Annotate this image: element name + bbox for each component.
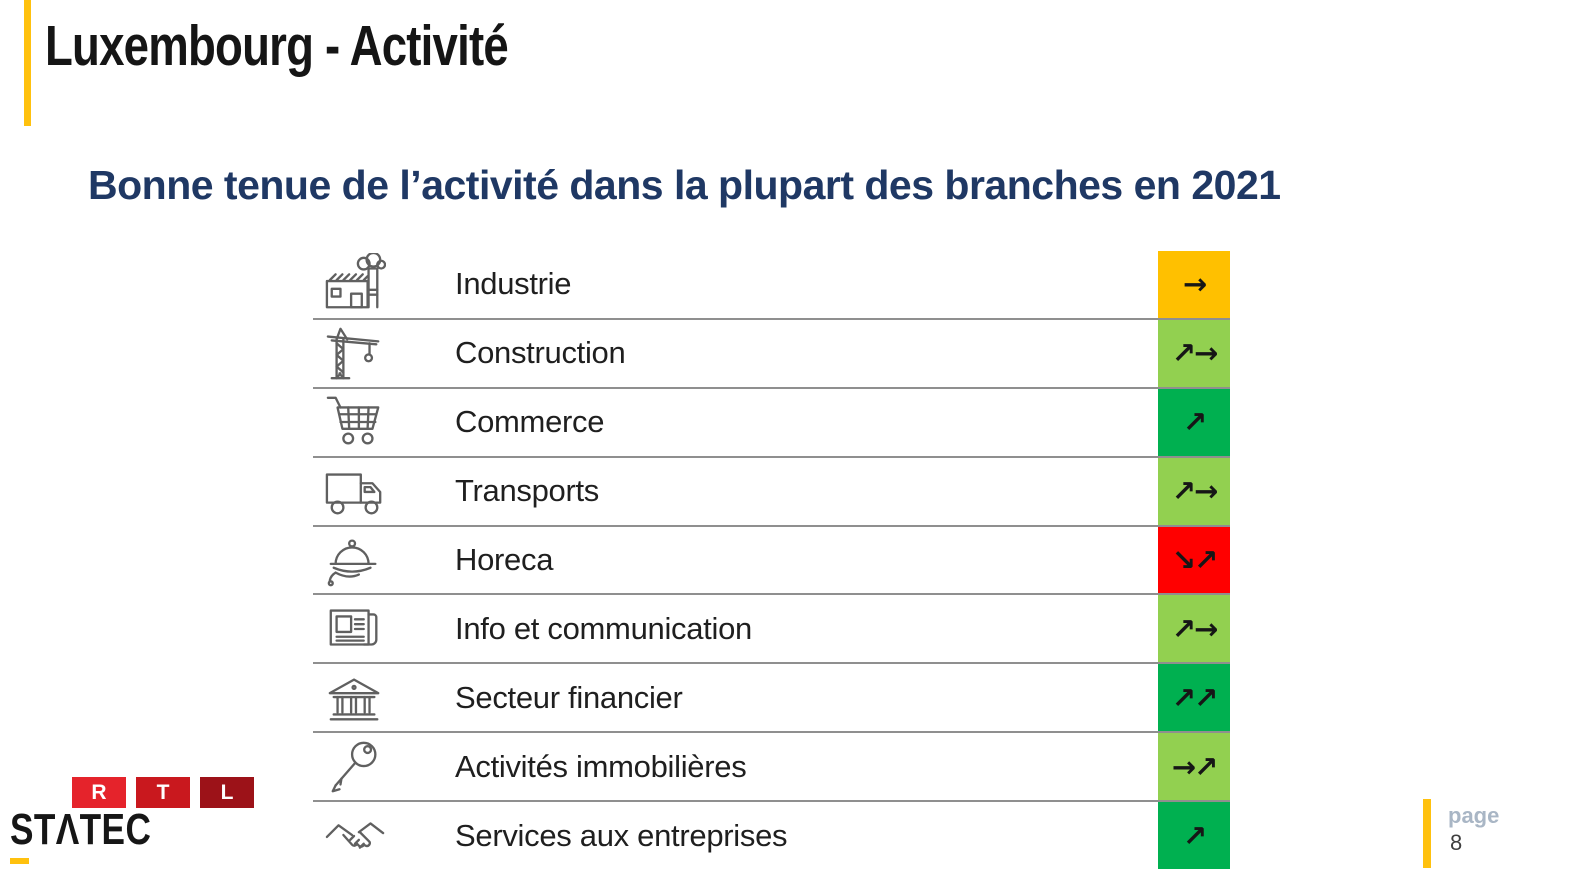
handshake-icon [325, 821, 385, 849]
table-row: Secteur financier ↗↗ [313, 664, 1230, 734]
factory-icon [325, 253, 386, 309]
row-label: Horeca [455, 542, 554, 577]
rtl-letter-t: T [136, 777, 190, 808]
row-label: Activités immobilières [455, 748, 747, 784]
table-row: Activités immobilières →↗ [313, 733, 1230, 803]
cloche-icon [327, 539, 377, 587]
row-label: Info et communication [455, 610, 752, 646]
trend-badge: ↗→ [1158, 595, 1230, 663]
row-label: Industrie [455, 266, 572, 302]
row-label: Services aux entreprises [455, 817, 788, 853]
statec-accent-dash [10, 858, 29, 864]
truck-icon [325, 473, 382, 515]
row-label: Transports [455, 473, 600, 509]
table-row: Transports ↗→ [313, 457, 1230, 527]
row-icon-box [313, 322, 397, 384]
page-accent-bar [1423, 799, 1431, 868]
trend-badge: ↗ [1158, 388, 1230, 456]
table-row: Construction ↗→ [313, 319, 1230, 389]
trend-badge: ↘↗ [1158, 526, 1230, 594]
table-row: Commerce ↗ [313, 388, 1230, 458]
table-row: Industrie → [313, 251, 1230, 320]
rtl-letter-l: L [200, 777, 254, 808]
trend-badge: ↗→ [1158, 457, 1230, 525]
page-title: Luxembourg - Activité [45, 14, 509, 78]
table-row: Info et communication ↗→ [313, 595, 1230, 665]
page-number: 8 [1450, 830, 1463, 855]
statec-logo: STΛTEC [10, 805, 152, 854]
row-icon-box [313, 667, 397, 729]
rtl-letter-r: R [72, 777, 126, 808]
row-label: Commerce [455, 404, 605, 440]
row-icon-box [313, 460, 397, 522]
slide-subtitle: Bonne tenue de l’activité dans la plupar… [88, 162, 1281, 208]
cart-icon [326, 396, 380, 445]
crane-icon [326, 327, 380, 380]
table-row: Services aux entreprises ↗ [313, 802, 1230, 870]
trend-badge: ↗↗ [1158, 664, 1230, 732]
row-icon-box [313, 391, 397, 453]
key-icon [331, 741, 377, 793]
row-label: Construction [455, 335, 626, 371]
trend-badge: ↗→ [1158, 319, 1230, 387]
row-icon-box [313, 736, 397, 798]
rtl-logo: R T L [72, 777, 254, 808]
trend-badge: ↗ [1158, 802, 1230, 870]
row-icon-box [313, 529, 397, 591]
activity-table: Industrie → Construction ↗→ Commerce ↗ [313, 251, 1230, 870]
row-icon-box [313, 253, 397, 315]
row-icon-box [313, 805, 397, 867]
bank-icon [328, 678, 380, 721]
trend-badge: →↗ [1158, 733, 1230, 801]
trend-badge: → [1158, 251, 1230, 318]
title-accent-bar [24, 0, 31, 126]
page-label: page [1448, 803, 1500, 828]
table-row: Horeca ↘↗ [313, 526, 1230, 596]
row-label: Secteur financier [455, 679, 683, 715]
newspaper-icon [329, 609, 378, 646]
row-icon-box [313, 598, 397, 660]
